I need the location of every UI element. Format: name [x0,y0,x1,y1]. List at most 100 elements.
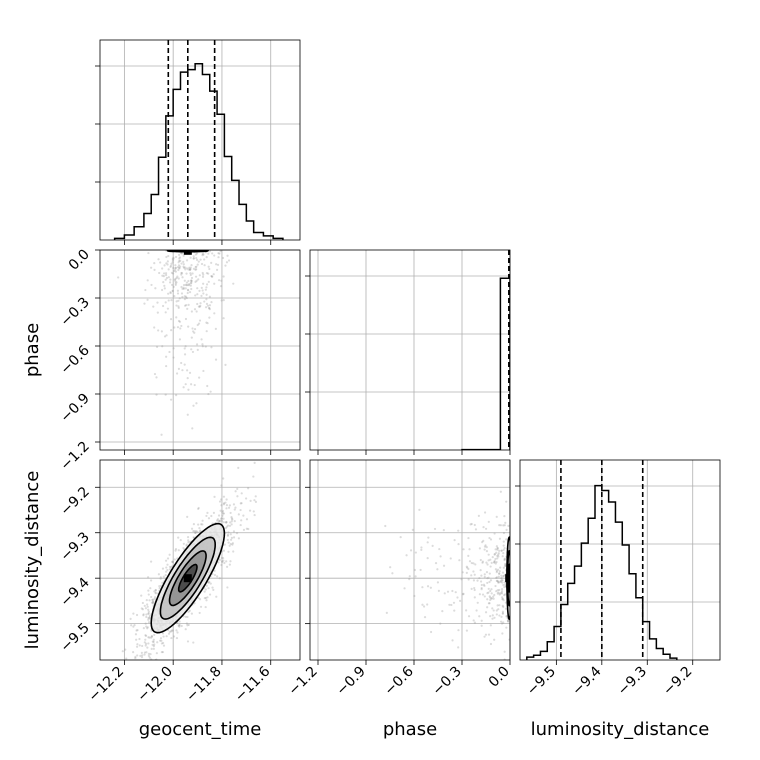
scatter-point [497,608,500,611]
scatter-point [494,584,497,588]
contour-line [150,522,226,634]
scatter-point [175,304,178,307]
scatter-point [164,301,167,304]
scatter-point [142,613,145,616]
scatter-point [484,611,488,614]
scatter-point [470,522,473,526]
scatter-point [140,656,144,659]
x-axis-label-luminosity_distance: luminosity_distance [531,719,710,740]
scatter-point [159,639,162,642]
scatter-point [221,560,224,563]
scatter-point [228,504,232,507]
scatter-point [496,589,499,592]
scatter-point [253,461,256,464]
histogram-bar [656,649,663,660]
scatter-point [205,293,208,296]
scatter-point [496,548,499,551]
scatter-point [205,302,209,305]
histogram-bar [173,89,180,240]
scatter-point [198,289,201,293]
scatter-point [171,257,174,261]
scatter-point [165,276,169,280]
scatter-point [229,542,232,546]
scatter-point [212,511,216,514]
scatter-point [483,595,486,598]
scatter-point [441,610,444,613]
scatter-point [500,576,503,579]
scatter-point [192,257,195,260]
scatter-point [492,597,495,600]
scatter-point [169,291,172,295]
scatter-point [196,323,199,327]
scatter-point [188,371,192,374]
scatter-point [148,617,151,620]
scatter-point [229,521,232,524]
scatter-point [131,688,133,690]
scatter-point [493,593,496,597]
scatter-point [486,577,489,580]
scatter-point [157,329,160,332]
scatter-point [502,566,505,569]
scatter-point [502,621,505,624]
scatter-point [503,558,506,562]
histogram-bar [217,114,224,240]
x-tick-label: −9.4 [569,663,604,698]
scatter-point [502,544,505,547]
scatter-point [196,287,199,290]
scatter-point [194,280,197,283]
scatter-point [215,519,219,522]
scatter-point [507,524,510,527]
scatter-point [182,254,185,257]
scatter-point [493,559,496,563]
scatter-point [211,586,214,589]
scatter-point [152,640,155,643]
scatter-point [187,268,190,271]
y-tick-label: −0.6 [57,342,92,377]
scatter-point [194,294,197,297]
scatter-point [184,615,187,618]
scatter-point [165,635,168,638]
y-tick-label: −9.5 [57,620,92,655]
scatter-point [439,622,442,625]
scatter-point [498,604,501,607]
scatter-point [227,259,231,262]
scatter-point [178,625,181,628]
histogram-bar [202,75,209,240]
scatter-point [488,536,491,540]
scatter-point [234,490,237,493]
scatter-point [230,517,234,520]
scatter-point [129,617,132,620]
y-tick-label: −9.2 [57,484,92,519]
scatter-point [178,297,181,300]
scatter-point [191,272,194,275]
scatter-point [135,629,138,632]
scatter-point [231,543,234,546]
scatter-point [426,557,429,560]
scatter-point [197,322,201,325]
scatter-point [170,271,174,274]
scatter-point [468,548,471,551]
gridlines [520,460,720,660]
histogram-bar [151,195,158,241]
scatter-point [171,259,175,262]
scatter-point [148,616,151,619]
scatter-point [499,524,502,527]
scatter-point [229,538,233,541]
scatter-point [504,607,508,610]
scatter-point [216,575,219,578]
scatter-point [151,598,154,601]
scatter-point [467,536,470,540]
x-tick-label: −9.3 [615,664,650,699]
scatter-point [168,350,171,354]
scatter-point [487,553,490,556]
scatter-point [170,630,173,633]
scatter-point [136,643,139,646]
scatter-point [501,571,505,574]
scatter-point [158,587,161,590]
scatter-point [503,650,506,653]
scatter-point [489,596,492,599]
scatter-point [205,514,208,518]
scatter-point [495,579,498,583]
scatter-point [247,487,250,490]
scatter-point [140,651,143,654]
